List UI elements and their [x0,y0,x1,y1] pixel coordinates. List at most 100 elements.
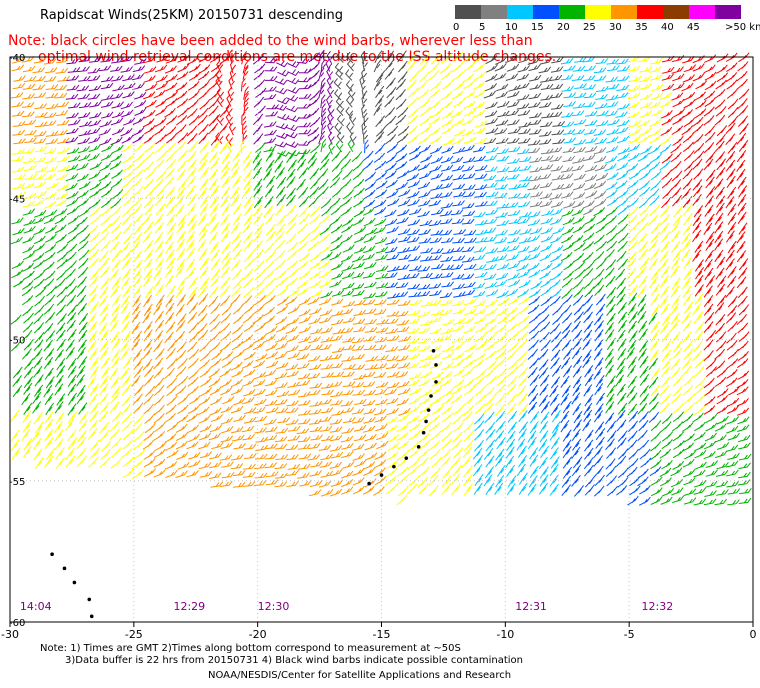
wind-barb [285,277,298,288]
wind-barb [716,195,726,208]
wind-barb [264,75,278,81]
wind-barb [56,57,69,64]
wind-barb [529,465,539,478]
wind-barb [650,338,660,351]
wind-barb [320,198,332,209]
wind-barb [418,396,431,406]
wind-barb [649,466,662,477]
wind-barb [605,275,616,288]
wind-barb [670,178,682,191]
wind-barb [672,194,682,207]
wind-barb [33,313,44,325]
wind-barb [485,166,498,173]
wind-barb [385,282,398,289]
wind-barb [495,410,506,423]
wind-barb [615,365,625,378]
wind-barb [431,263,444,270]
wind-barb [265,351,279,360]
wind-barb [638,328,648,341]
wind-barb [221,461,234,468]
wind-barb [604,163,617,172]
wind-barb [23,376,34,389]
wind-barb [627,197,639,209]
wind-barb [574,485,584,497]
wind-barb [528,210,541,218]
wind-barb [12,385,23,398]
wind-barb [441,483,452,495]
wind-barb [629,75,642,82]
wind-barb [517,137,531,144]
wind-barb [650,170,662,181]
wind-barb [329,434,343,442]
wind-barb [264,86,277,92]
legend-label: 35 [635,22,648,33]
wind-barb [308,489,322,497]
wind-barb [473,307,487,316]
wind-barb [616,357,626,371]
wind-barb [320,326,333,334]
wind-barb [209,313,220,325]
wind-barb [122,162,135,173]
wind-barb [98,172,111,182]
wind-barb [89,161,102,171]
wind-barb [385,327,398,334]
wind-barb [176,294,187,307]
wind-barb [483,341,496,352]
wind-barb [373,344,387,351]
wind-barb [637,134,650,144]
wind-barb [353,326,366,333]
wind-barb [253,304,265,315]
wind-barb [398,189,411,198]
wind-barb [494,349,507,360]
wind-barb [23,366,34,379]
wind-barb [406,114,418,126]
wind-barb [166,257,176,270]
wind-barb [298,315,311,324]
wind-barb [715,450,728,459]
wind-barb [452,414,464,425]
wind-barb [428,127,441,137]
wind-barb [89,447,101,459]
wind-barb [374,206,387,216]
wind-barb [78,207,91,217]
wind-barb [527,304,540,315]
wind-barb [208,168,218,181]
wind-barb [692,302,702,315]
wind-barb [571,446,581,459]
wind-barb [418,378,431,387]
wind-barb [485,247,499,254]
wind-barb [286,260,298,271]
wind-barb [375,85,385,99]
wind-barb [661,365,671,378]
wind-barb [406,362,420,369]
wind-barb [439,291,453,299]
wind-barb [335,140,344,153]
wind-barb [328,131,335,145]
wind-barb [550,66,564,73]
wind-barb [484,218,498,225]
wind-barb [43,303,55,315]
wind-barb [550,208,563,216]
wind-barb [87,93,101,100]
wind-barb [618,311,628,324]
wind-barb [88,171,101,181]
wind-barb [264,295,276,305]
wind-barb [241,360,254,369]
wind-barb [737,416,750,425]
wind-barb [561,208,574,217]
wind-barb [594,198,607,208]
wind-barb [496,83,509,92]
wind-barb [177,107,189,118]
wind-barb [143,267,153,281]
wind-barb [384,67,395,80]
wind-barb [659,384,670,397]
wind-barb [461,411,473,422]
wind-barb [87,293,97,306]
wind-barb [375,398,388,406]
wind-barb [353,178,365,189]
wind-barb [485,360,497,371]
wind-barb [506,438,516,451]
wind-barb [22,244,35,254]
wind-barb [637,402,648,415]
wind-barb [153,89,166,99]
